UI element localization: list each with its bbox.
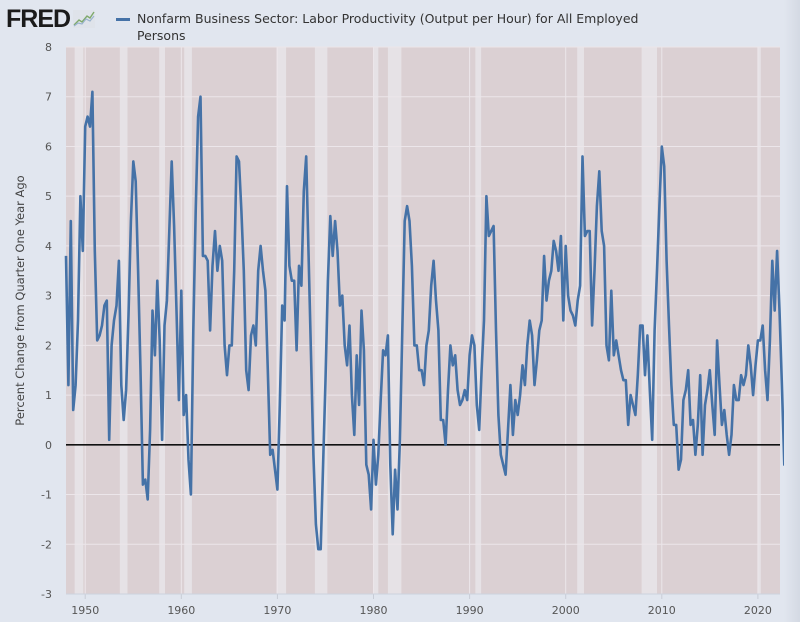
x-tick-label: 1950 xyxy=(71,604,99,617)
legend-label: Nonfarm Business Sector: Labor Productiv… xyxy=(137,11,639,43)
y-axis-ticks: -3 -2 -1 0 1 2 3 4 5 6 7 8 xyxy=(41,41,52,601)
x-tick-label: 1960 xyxy=(167,604,195,617)
recession-band xyxy=(119,47,128,594)
recession-band xyxy=(184,47,192,594)
y-tick-label: -3 xyxy=(41,588,52,601)
recession-band xyxy=(159,47,165,594)
y-axis-label: Percent Change from Quarter One Year Ago xyxy=(13,175,27,425)
fred-logo[interactable]: FRED xyxy=(6,4,96,33)
x-axis-ticks: 1950 1960 1970 1980 1990 2000 2010 2020 xyxy=(66,593,780,617)
y-tick-label: -2 xyxy=(41,538,52,551)
y-tick-label: 8 xyxy=(45,41,52,54)
x-tick-label: 2000 xyxy=(552,604,580,617)
y-tick-label: 3 xyxy=(45,290,52,303)
fred-graph-icon xyxy=(73,10,96,28)
recession-band xyxy=(373,47,379,594)
data-points xyxy=(65,91,795,570)
x-tick-label: 2010 xyxy=(648,604,676,617)
x-tick-label: 2020 xyxy=(744,604,772,617)
plot-area xyxy=(66,47,780,594)
y-tick-label: -1 xyxy=(41,489,52,502)
recession-band xyxy=(757,47,761,594)
y-tick-label: 7 xyxy=(45,91,52,104)
x-tick-label: 1980 xyxy=(360,604,388,617)
y-tick-label: 1 xyxy=(45,389,52,402)
chart-legend: Nonfarm Business Sector: Labor Productiv… xyxy=(116,10,676,44)
y-tick-label: 0 xyxy=(45,439,52,452)
legend-swatch xyxy=(116,18,130,21)
y-tick-label: 5 xyxy=(45,190,52,203)
y-tick-label: 6 xyxy=(45,140,52,153)
y-tick-label: 4 xyxy=(45,240,52,253)
scrollbar-track[interactable] xyxy=(784,0,800,622)
x-tick-label: 1990 xyxy=(456,604,484,617)
recession-band xyxy=(641,47,657,594)
x-tick-label: 1970 xyxy=(263,604,291,617)
recession-band xyxy=(475,47,482,594)
fred-logo-text: FRED xyxy=(6,4,71,33)
y-tick-label: 2 xyxy=(45,339,52,352)
series-line-productivity xyxy=(64,90,796,570)
recession-band xyxy=(577,47,584,594)
